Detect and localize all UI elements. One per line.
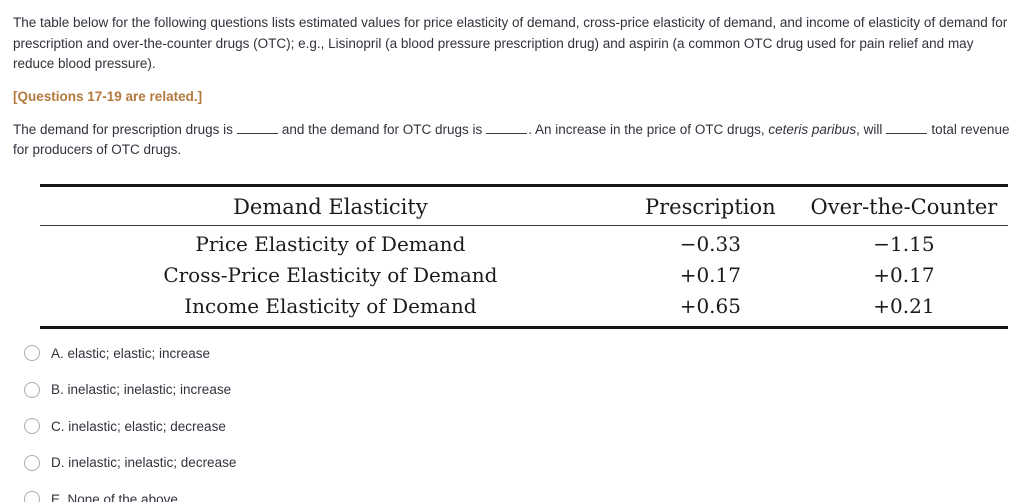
table-header-row: Demand Elasticity Prescription Over-the-… xyxy=(40,185,1008,226)
cross-price-elasticity-otc-value: +0.17 xyxy=(873,262,935,287)
question-part-1: The demand for prescription drugs is xyxy=(13,121,233,137)
question-part-3: . An increase in the price of OTC drugs, xyxy=(528,121,765,137)
answer-blank-1 xyxy=(236,120,278,134)
column-header-prescription: Prescription xyxy=(620,185,800,226)
question-text: The demand for prescription drugs is and … xyxy=(13,120,1012,161)
answer-option-d[interactable]: D. inelastic; inelastic; decrease xyxy=(24,454,1012,471)
answer-option-e[interactable]: E. None of the above. xyxy=(24,491,1012,502)
column-header-over-the-counter: Over-the-Counter xyxy=(799,185,1008,226)
option-label: D. inelastic; inelastic; decrease xyxy=(51,455,237,470)
question-italic-phrase: ceteris paribus xyxy=(768,121,857,137)
row-label-income-elasticity: Income Elasticity of Demand xyxy=(184,293,477,318)
question-part-4: , will xyxy=(856,121,883,137)
answer-blank-3 xyxy=(886,120,928,134)
income-elasticity-otc-value: +0.21 xyxy=(873,293,935,318)
radio-button-icon[interactable] xyxy=(24,491,40,502)
table-row: Price Elasticity of Demand −0.33 −1.15 xyxy=(40,225,1008,260)
answer-option-a[interactable]: A. elastic; elastic; increase xyxy=(24,345,1012,362)
question-part-5: total revenue for producers of OTC drugs… xyxy=(13,121,1010,158)
table-row: Cross-Price Elasticity of Demand +0.17 +… xyxy=(40,260,1008,291)
option-label: A. elastic; elastic; increase xyxy=(51,345,211,361)
related-questions-note: [Questions 17-19 are related.] xyxy=(13,88,203,104)
income-elasticity-prescription-value: +0.65 xyxy=(679,293,741,318)
answer-options-list: A. elastic; elastic; increase B. inelast… xyxy=(13,345,1012,502)
option-label: E. None of the above. xyxy=(51,491,182,502)
option-label: C. inelastic; elastic; decrease xyxy=(51,418,226,434)
answer-option-c[interactable]: C. inelastic; elastic; decrease xyxy=(24,418,1012,435)
radio-button-icon[interactable] xyxy=(24,345,40,361)
radio-button-icon[interactable] xyxy=(24,381,40,398)
row-label-price-elasticity: Price Elasticity of Demand xyxy=(195,231,466,256)
radio-button-icon[interactable] xyxy=(24,418,40,434)
table-row: Income Elasticity of Demand +0.65 +0.21 xyxy=(40,291,1008,328)
price-elasticity-otc-value: −1.15 xyxy=(873,231,935,256)
answer-option-b[interactable]: B. inelastic; inelastic; increase xyxy=(24,381,1012,398)
answer-blank-2 xyxy=(486,120,528,134)
radio-button-icon[interactable] xyxy=(24,454,40,471)
elasticity-table: Demand Elasticity Prescription Over-the-… xyxy=(40,183,1008,329)
option-label: B. inelastic; inelastic; increase xyxy=(51,382,232,397)
price-elasticity-prescription-value: −0.33 xyxy=(679,231,741,256)
cross-price-elasticity-prescription-value: +0.17 xyxy=(679,262,741,287)
column-header-demand-elasticity: Demand Elasticity xyxy=(40,185,621,226)
question-part-2: and the demand for OTC drugs is xyxy=(281,121,483,137)
intro-paragraph: The table below for the following questi… xyxy=(13,15,1008,71)
row-label-cross-price-elasticity: Cross-Price Elasticity of Demand xyxy=(163,262,498,287)
